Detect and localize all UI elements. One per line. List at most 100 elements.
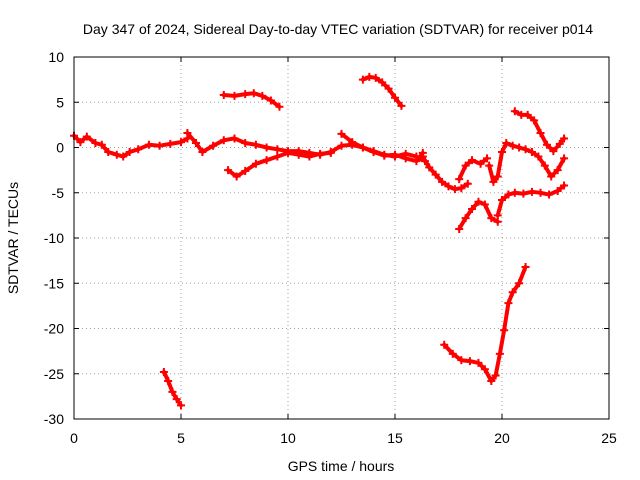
data-point xyxy=(474,197,483,206)
data-point xyxy=(480,200,489,209)
data-point xyxy=(493,172,502,181)
data-point xyxy=(401,149,410,158)
data-point xyxy=(455,224,464,233)
data-point xyxy=(172,395,181,404)
data-point xyxy=(241,90,250,99)
y-tick-label: -15 xyxy=(44,275,64,291)
data-point xyxy=(219,91,228,100)
data-point xyxy=(418,152,427,161)
data-point xyxy=(262,156,271,165)
data-point xyxy=(461,214,470,223)
data-point xyxy=(316,149,325,158)
x-tick-label: 0 xyxy=(70,430,78,446)
data-point xyxy=(468,156,477,165)
y-tick-label: -20 xyxy=(44,321,64,337)
data-point xyxy=(177,138,185,147)
data-point xyxy=(540,161,549,170)
data-point xyxy=(371,73,380,82)
axis-ticks: 0 5 10 15 20 25 10 5 0 -5 -10 -15 -20 -25 -30 xyxy=(44,49,617,446)
data-point xyxy=(91,138,100,147)
data-point xyxy=(523,110,532,119)
data-point xyxy=(294,150,303,159)
data-point xyxy=(487,214,496,223)
data-point xyxy=(549,147,558,156)
data-point xyxy=(474,358,483,367)
data-point xyxy=(125,148,134,157)
data-point xyxy=(273,152,282,161)
data-point xyxy=(209,141,218,150)
y-tick-label: -30 xyxy=(44,411,64,427)
x-tick-label: 25 xyxy=(601,430,617,446)
series-track-4 xyxy=(219,89,284,111)
data-point xyxy=(305,152,314,161)
data-point xyxy=(76,138,85,147)
data-point xyxy=(553,166,562,175)
data-point xyxy=(536,188,545,197)
data-point xyxy=(378,78,387,87)
x-axis-label: GPS time / hours xyxy=(288,458,395,474)
data-point xyxy=(425,163,434,172)
data-point xyxy=(251,140,260,149)
data-point xyxy=(97,140,106,149)
data-point xyxy=(241,138,250,147)
data-point xyxy=(455,175,464,184)
series-track-7 xyxy=(358,72,406,110)
data-point xyxy=(545,190,554,199)
data-point xyxy=(168,387,177,396)
data-point xyxy=(461,161,470,170)
data-point xyxy=(534,152,543,161)
data-point xyxy=(521,262,530,271)
series-track-10 xyxy=(455,197,502,233)
data-point xyxy=(508,288,517,297)
data-point xyxy=(457,184,466,193)
series-line xyxy=(495,183,567,218)
series-track-8 xyxy=(418,152,472,194)
data-point xyxy=(262,143,271,152)
data-point xyxy=(155,141,164,150)
data-point xyxy=(487,376,496,385)
series-line xyxy=(457,156,489,182)
data-point xyxy=(495,349,504,358)
data-point xyxy=(457,356,466,365)
data-point xyxy=(480,365,489,374)
data-point xyxy=(483,154,492,163)
series-track-1 xyxy=(70,131,192,161)
data-point xyxy=(134,145,143,154)
y-tick-label: -10 xyxy=(44,230,64,246)
y-tick-label: 0 xyxy=(56,140,64,156)
series-track-14 xyxy=(440,262,530,385)
data-point xyxy=(504,190,513,199)
data-point xyxy=(493,211,502,220)
data-point xyxy=(284,148,292,157)
y-axis-label: SDTVAR / TECUs xyxy=(5,182,21,294)
data-point xyxy=(440,340,449,349)
data-point xyxy=(530,116,539,125)
series-track-9 xyxy=(455,154,492,184)
data-point xyxy=(448,349,457,358)
data-point xyxy=(230,134,239,143)
data-point xyxy=(391,93,399,102)
data-point xyxy=(232,172,241,181)
data-point xyxy=(391,152,399,161)
data-point xyxy=(485,161,494,170)
data-point xyxy=(249,89,258,98)
data-point xyxy=(547,172,556,181)
x-tick-label: 15 xyxy=(387,430,403,446)
data-point xyxy=(198,148,207,157)
data-point xyxy=(510,188,519,197)
data-point xyxy=(258,91,267,100)
x-tick-label: 5 xyxy=(177,430,185,446)
data-point xyxy=(164,376,173,385)
data-point xyxy=(397,101,406,110)
data-point xyxy=(219,136,228,145)
data-point xyxy=(465,357,474,366)
data-point xyxy=(251,159,260,168)
data-point xyxy=(177,401,185,410)
data-point xyxy=(560,181,569,190)
data-point xyxy=(489,177,498,186)
data-point xyxy=(82,132,91,141)
data-point xyxy=(498,148,506,157)
x-tick-label: 20 xyxy=(494,430,510,446)
data-point xyxy=(521,145,530,154)
